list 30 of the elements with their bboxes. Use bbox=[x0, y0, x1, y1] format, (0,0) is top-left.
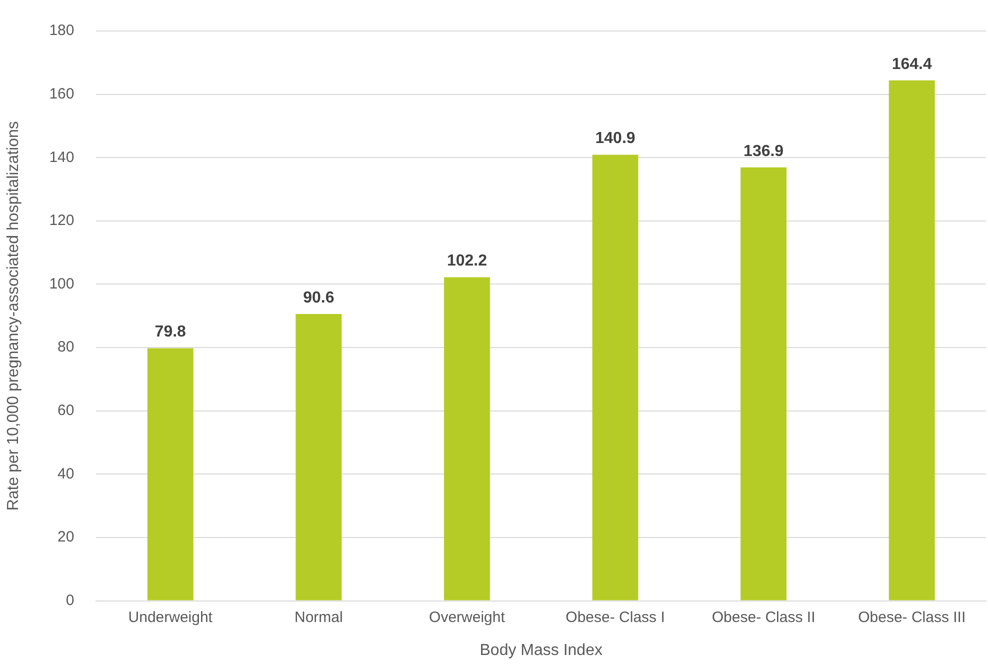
y-tick-label: 160 bbox=[49, 85, 74, 102]
bar bbox=[740, 167, 787, 600]
x-tick-label: Normal bbox=[294, 608, 343, 626]
x-tick-label: Underweight bbox=[128, 608, 214, 626]
data-label: 164.4 bbox=[892, 56, 932, 73]
data-label: 136.9 bbox=[744, 142, 784, 160]
bar bbox=[888, 80, 935, 600]
x-tick-label: Obese- Class III bbox=[858, 608, 966, 626]
x-tick-label: Overweight bbox=[429, 608, 506, 626]
data-label: 140.9 bbox=[595, 130, 636, 148]
y-tick-label: 120 bbox=[49, 212, 74, 230]
data-label: 79.8 bbox=[154, 324, 186, 341]
data-label: 102.2 bbox=[446, 252, 488, 270]
x-tick-label: Obese- Class I bbox=[566, 608, 665, 626]
bar bbox=[592, 154, 638, 600]
bar bbox=[147, 348, 194, 600]
y-tick-label: 80 bbox=[58, 338, 74, 356]
data-label: 90.6 bbox=[303, 289, 334, 306]
y-tick-label: 20 bbox=[58, 528, 74, 546]
y-tick-label: 100 bbox=[49, 275, 74, 292]
y-tick-label: 140 bbox=[49, 148, 74, 166]
bar bbox=[296, 314, 342, 600]
y-tick-label: 0 bbox=[66, 592, 74, 609]
x-tick-label: Obese- Class II bbox=[712, 608, 816, 626]
y-tick-label: 60 bbox=[58, 402, 74, 420]
y-tick-label: 40 bbox=[58, 465, 74, 482]
x-axis-title: Body Mass Index bbox=[480, 642, 602, 659]
bar bbox=[444, 277, 490, 600]
y-tick-label: 180 bbox=[49, 22, 74, 40]
y-axis-title: Rate per 10,000 pregnancy-associated hospitalizations bbox=[5, 121, 22, 511]
